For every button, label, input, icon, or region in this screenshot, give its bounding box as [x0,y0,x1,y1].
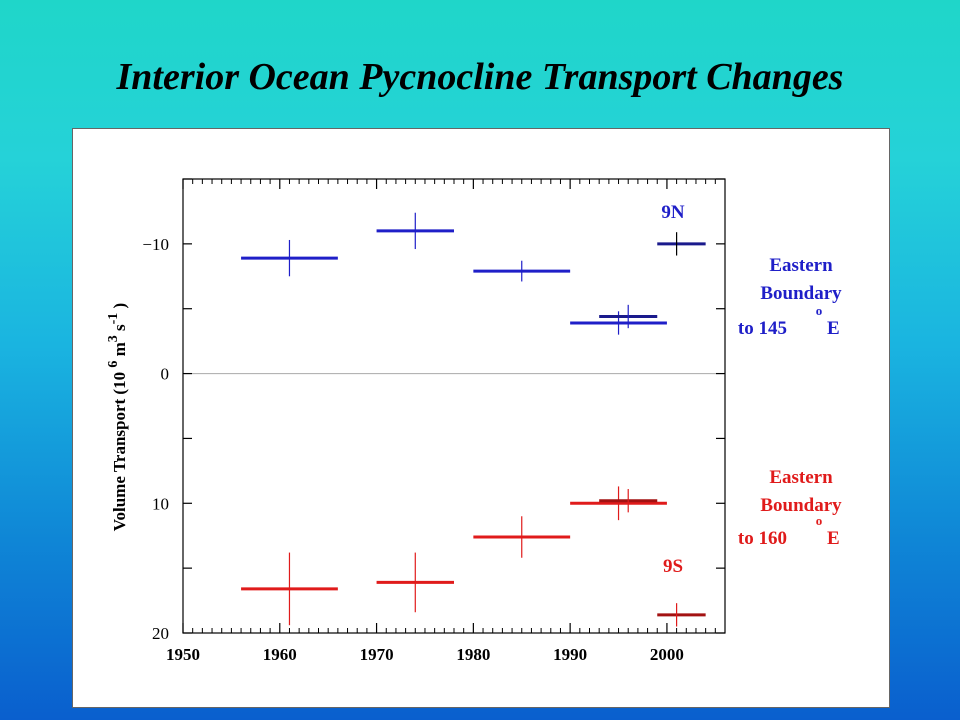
x-tick-label: 1990 [553,645,587,664]
series-9s-label-line3-unit: E [827,528,840,549]
chart-svg: 1950 1960 1970 1980 1990 2000 −10 0 10 20 Volume … [106,178,842,664]
series-9n-label-line3-value: to 145 [738,318,787,339]
slide-title: Interior Ocean Pycnocline Transport Chan… [116,56,844,98]
series-9s-degree-symbol: o [816,513,823,528]
x-tick-label: 1950 [166,645,200,664]
y-axis-label: Volume Transport (10 6 m3 s-1 ) [106,303,129,531]
x-tick-label: 1980 [456,645,490,664]
series-9s-label-line3-value: to 160 [738,528,787,549]
y-axis-label-part: ) [110,303,129,313]
x-tick-label: 2000 [650,645,684,664]
series-9s-tag: 9S [663,556,683,577]
y-tick-label: −10 [142,235,169,254]
y-axis-label-part: 6 [106,361,121,368]
y-axis-label-part: -1 [106,313,121,325]
y-axis-label-part: Volume Transport (10 [110,368,129,532]
axis-ticks: 1950 1960 1970 1980 1990 2000 −10 0 10 20 [142,178,726,664]
y-axis-label-part: m [110,342,129,360]
series-9s-label-line1: Eastern [769,467,833,488]
series-9n-tag: 9N [661,202,685,223]
y-axis-label-text: Volume Transport (10 6 m3 s-1 ) [106,303,129,531]
y-tick-label: 10 [152,494,169,513]
x-tick-label: 1970 [360,645,394,664]
chart-panel: 1950 1960 1970 1980 1990 2000 −10 0 10 20 Volume … [72,128,890,708]
y-axis-label-part: s [110,324,129,335]
y-axis-label-part: 3 [106,335,121,342]
x-tick-label: 1960 [263,645,297,664]
series-9n-label-line3-unit: E [827,318,840,339]
y-tick-label: 20 [152,624,169,643]
series-9n-label-line2: Boundary [760,283,842,304]
plot-border [182,178,726,634]
y-tick-label: 0 [161,365,170,384]
plot-frame [182,178,726,634]
series-9n-degree-symbol: o [816,303,823,318]
series-9s-label-line2: Boundary [760,495,842,516]
data-marks [241,212,706,627]
series-9n-label-line1: Eastern [769,255,833,276]
